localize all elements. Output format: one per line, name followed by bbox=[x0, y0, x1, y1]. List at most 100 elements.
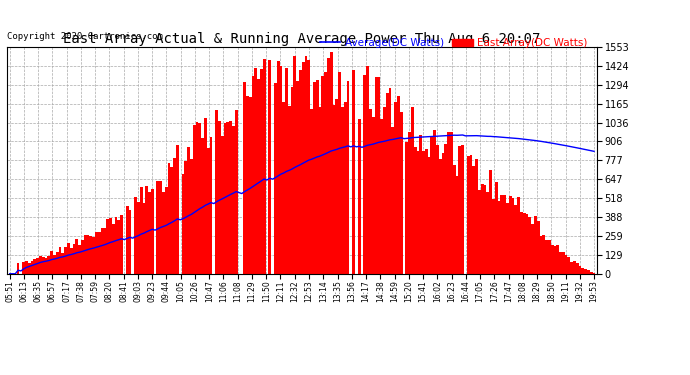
Bar bbox=[59, 247, 61, 274]
Bar bbox=[115, 217, 117, 274]
Bar bbox=[453, 165, 455, 274]
Bar bbox=[232, 126, 235, 274]
Bar bbox=[282, 102, 285, 274]
Bar bbox=[199, 123, 201, 274]
Bar bbox=[50, 251, 53, 274]
Bar bbox=[506, 203, 509, 274]
Bar bbox=[193, 125, 196, 274]
Bar bbox=[109, 217, 112, 274]
Bar bbox=[98, 232, 101, 274]
Bar bbox=[461, 145, 464, 274]
Bar bbox=[255, 68, 257, 274]
Bar bbox=[104, 228, 106, 274]
Bar bbox=[455, 176, 458, 274]
Bar bbox=[408, 132, 411, 274]
Bar bbox=[229, 121, 232, 274]
Bar bbox=[139, 187, 143, 274]
Bar bbox=[551, 245, 553, 274]
Bar bbox=[252, 76, 255, 274]
Bar bbox=[540, 236, 542, 274]
Bar bbox=[447, 132, 450, 274]
Bar bbox=[503, 195, 506, 274]
Bar bbox=[587, 270, 590, 274]
Bar bbox=[56, 252, 59, 274]
Bar bbox=[204, 117, 207, 274]
Bar bbox=[380, 119, 383, 274]
Bar bbox=[439, 159, 442, 274]
Bar bbox=[285, 68, 288, 274]
Bar bbox=[394, 102, 397, 274]
Bar bbox=[322, 76, 324, 274]
Bar bbox=[486, 192, 489, 274]
Bar bbox=[567, 257, 571, 274]
Bar bbox=[249, 97, 252, 274]
Bar bbox=[274, 83, 277, 274]
Bar bbox=[226, 122, 229, 274]
Bar bbox=[22, 262, 25, 274]
Bar bbox=[184, 161, 187, 274]
Bar bbox=[420, 135, 422, 274]
Bar bbox=[235, 110, 237, 274]
Bar bbox=[495, 182, 497, 274]
Bar bbox=[296, 81, 299, 274]
Bar bbox=[571, 262, 573, 274]
Bar bbox=[514, 205, 518, 274]
Bar bbox=[293, 56, 296, 274]
Bar bbox=[243, 82, 246, 274]
Bar bbox=[196, 122, 199, 274]
Bar bbox=[388, 88, 391, 274]
Bar bbox=[302, 62, 305, 274]
Bar bbox=[207, 148, 210, 274]
Bar bbox=[324, 72, 327, 274]
Bar bbox=[313, 82, 316, 274]
Bar bbox=[425, 149, 428, 274]
Bar bbox=[467, 156, 470, 274]
Bar bbox=[405, 142, 408, 274]
Bar bbox=[383, 107, 386, 274]
Bar bbox=[148, 192, 151, 274]
Bar bbox=[553, 246, 556, 274]
Bar bbox=[246, 96, 249, 274]
Bar bbox=[42, 257, 45, 274]
Bar bbox=[576, 262, 579, 274]
Bar bbox=[170, 166, 173, 274]
Bar bbox=[341, 107, 344, 274]
Bar bbox=[428, 157, 431, 274]
Bar bbox=[335, 99, 338, 274]
Bar bbox=[518, 197, 520, 274]
Bar bbox=[176, 145, 179, 274]
Bar bbox=[173, 158, 176, 274]
Bar bbox=[201, 138, 204, 274]
Bar bbox=[352, 70, 355, 274]
Bar bbox=[310, 109, 313, 274]
Bar bbox=[573, 261, 576, 274]
Bar bbox=[28, 262, 30, 274]
Bar bbox=[450, 132, 453, 274]
Bar bbox=[330, 52, 333, 274]
Bar bbox=[391, 127, 394, 274]
Bar bbox=[37, 258, 39, 274]
Bar bbox=[181, 174, 184, 274]
Bar bbox=[431, 136, 433, 274]
Bar bbox=[290, 87, 293, 274]
Bar bbox=[369, 109, 372, 274]
Bar bbox=[582, 268, 584, 274]
Bar bbox=[316, 80, 319, 274]
Bar bbox=[364, 75, 366, 274]
Bar bbox=[92, 237, 95, 274]
Bar bbox=[83, 236, 86, 274]
Bar bbox=[579, 266, 582, 274]
Bar bbox=[534, 216, 537, 274]
Bar bbox=[484, 186, 486, 274]
Bar bbox=[268, 60, 271, 274]
Bar bbox=[458, 146, 461, 274]
Legend: Average(DC Watts), East Array(DC Watts): Average(DC Watts), East Array(DC Watts) bbox=[315, 34, 591, 52]
Bar bbox=[319, 107, 322, 274]
Bar bbox=[30, 261, 33, 274]
Bar bbox=[45, 258, 48, 274]
Bar bbox=[509, 196, 511, 274]
Bar bbox=[218, 121, 221, 274]
Bar bbox=[165, 187, 168, 274]
Bar bbox=[562, 252, 564, 274]
Title: East Array Actual & Running Average Power Thu Aug 6 20:07: East Array Actual & Running Average Powe… bbox=[63, 32, 540, 46]
